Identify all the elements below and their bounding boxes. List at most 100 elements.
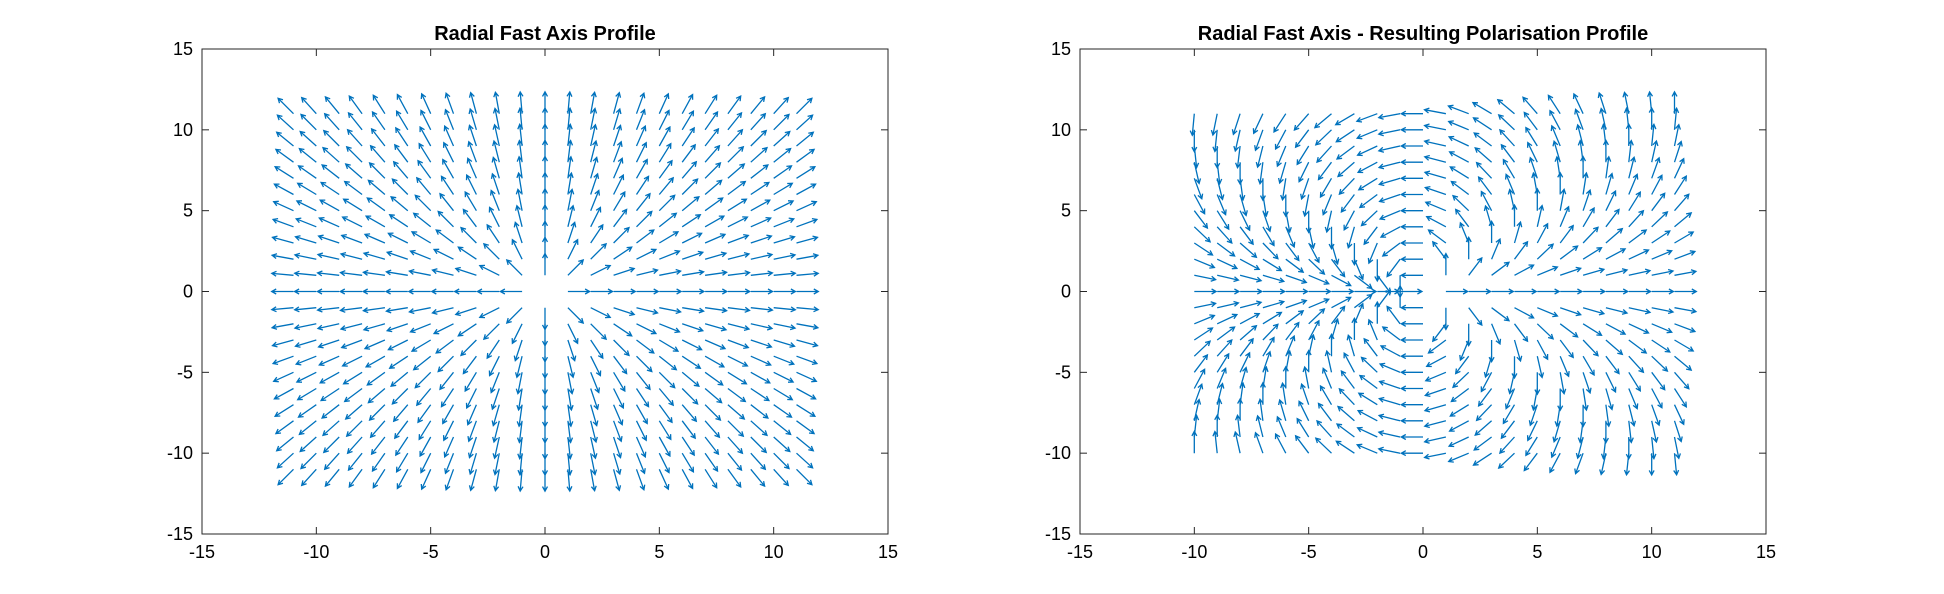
quiver-arrow	[1552, 140, 1561, 163]
quiver-arrow	[1216, 226, 1233, 245]
quiver-arrow	[432, 323, 454, 335]
quiver-arrow	[1331, 296, 1352, 309]
quiver-arrow	[705, 269, 728, 276]
quiver-arrow	[345, 420, 363, 438]
quiver-arrow	[385, 269, 408, 276]
quiver-arrow	[773, 235, 796, 244]
quiver-arrow	[410, 231, 432, 244]
quiver-arrow	[420, 452, 432, 474]
quiver-arrow	[612, 91, 622, 114]
quiver-arrow	[750, 270, 774, 277]
quiver-arrow	[296, 387, 317, 401]
quiver-arrow	[1673, 175, 1688, 195]
quiver-arrow	[517, 90, 524, 114]
quiver-arrow	[392, 404, 409, 423]
quiver-arrow	[348, 468, 363, 488]
quiver-arrow	[493, 469, 500, 493]
quiver-arrow	[1513, 339, 1523, 363]
quiver-arrow	[343, 387, 363, 403]
quiver-arrow	[567, 188, 575, 211]
quiver-arrow	[1262, 311, 1283, 325]
quiver-arrow	[516, 420, 524, 444]
quiver-arrow	[443, 436, 455, 459]
quiver-arrow	[1474, 420, 1493, 436]
quiver-arrow	[1423, 404, 1447, 413]
quiver-arrow	[1379, 226, 1401, 238]
quiver-arrow	[511, 238, 523, 260]
quiver-arrow	[1674, 339, 1695, 352]
quiver-arrow	[1399, 175, 1423, 182]
x-tick-label: 15	[1756, 542, 1776, 562]
quiver-arrow	[339, 306, 363, 313]
quiver-arrow	[385, 323, 409, 333]
quiver-arrow	[1673, 140, 1683, 163]
quiver-arrow	[418, 142, 432, 163]
quiver-arrow	[491, 156, 500, 179]
quiver-arrow	[1354, 293, 1373, 309]
quiver-arrow	[1399, 353, 1423, 360]
quiver-arrow	[366, 371, 386, 386]
quiver-arrow	[1628, 229, 1648, 244]
quiver-arrow	[1358, 374, 1378, 390]
quiver-arrow	[415, 388, 432, 407]
quiver-arrow	[750, 181, 771, 196]
quiver-arrow	[392, 160, 409, 179]
quiver-arrow	[444, 469, 455, 491]
quiver-arrow	[682, 288, 706, 295]
quiver-arrow	[704, 127, 720, 147]
quiver-arrow	[1550, 124, 1561, 147]
quiver-arrow	[635, 452, 646, 475]
quiver-arrow	[567, 404, 574, 428]
quiver-arrow	[415, 176, 432, 195]
quiver-arrow	[1580, 404, 1587, 428]
quiver-arrow	[1233, 129, 1241, 153]
quiver-arrow	[659, 249, 681, 260]
quiver-arrow	[1317, 161, 1333, 181]
quiver-arrow	[1450, 387, 1470, 403]
quiver-arrow	[319, 181, 340, 196]
quiver-arrow	[1338, 387, 1355, 406]
quiver-arrow	[1500, 420, 1516, 440]
quiver-arrow	[658, 92, 670, 114]
quiver-arrow	[796, 200, 818, 212]
quiver-arrow	[1605, 355, 1620, 375]
quiver-arrow	[1252, 113, 1264, 135]
quiver-arrow	[1363, 226, 1378, 246]
quiver-arrow	[750, 129, 768, 147]
quiver-arrow	[1285, 321, 1300, 341]
quiver-arrow	[1651, 139, 1659, 163]
quiver-arrow	[298, 147, 317, 163]
quiver-arrow	[1513, 240, 1529, 260]
quiver-arrow	[1549, 109, 1561, 131]
quiver-arrow	[1355, 129, 1378, 140]
quiver-arrow	[468, 469, 478, 492]
quiver-arrow	[613, 190, 626, 212]
quiver-arrow	[1537, 265, 1559, 276]
quiver-arrow	[1316, 419, 1332, 438]
quiver-arrow	[1193, 340, 1212, 357]
quiver-arrow	[453, 288, 477, 295]
quiver-arrow	[319, 387, 340, 402]
quiver-arrow	[276, 452, 294, 469]
quiver-arrow	[1597, 91, 1607, 114]
quiver-arrow	[727, 180, 747, 196]
quiver-arrows	[270, 90, 820, 493]
y-tick-label: -15	[167, 524, 193, 544]
quiver-arrow	[773, 323, 797, 331]
quiver-arrow	[1399, 159, 1423, 166]
quiver-arrow	[1239, 242, 1258, 259]
quiver-arrow	[567, 259, 585, 276]
quiver-arrow	[1423, 170, 1447, 179]
quiver-arrow	[272, 371, 294, 383]
quiver-arrow	[321, 146, 340, 163]
quiver-arrow	[658, 404, 673, 424]
quiver-arrow	[1330, 258, 1346, 278]
quiver-arrow	[590, 223, 604, 244]
quiver-arrow	[362, 307, 385, 314]
quiver-arrow	[1651, 420, 1659, 444]
quiver-arrow	[1351, 316, 1358, 340]
quiver-arrow	[395, 126, 409, 147]
quiver-arrow	[347, 111, 363, 131]
quiver-arrow	[1454, 208, 1470, 228]
quiver-arrow	[636, 307, 659, 315]
